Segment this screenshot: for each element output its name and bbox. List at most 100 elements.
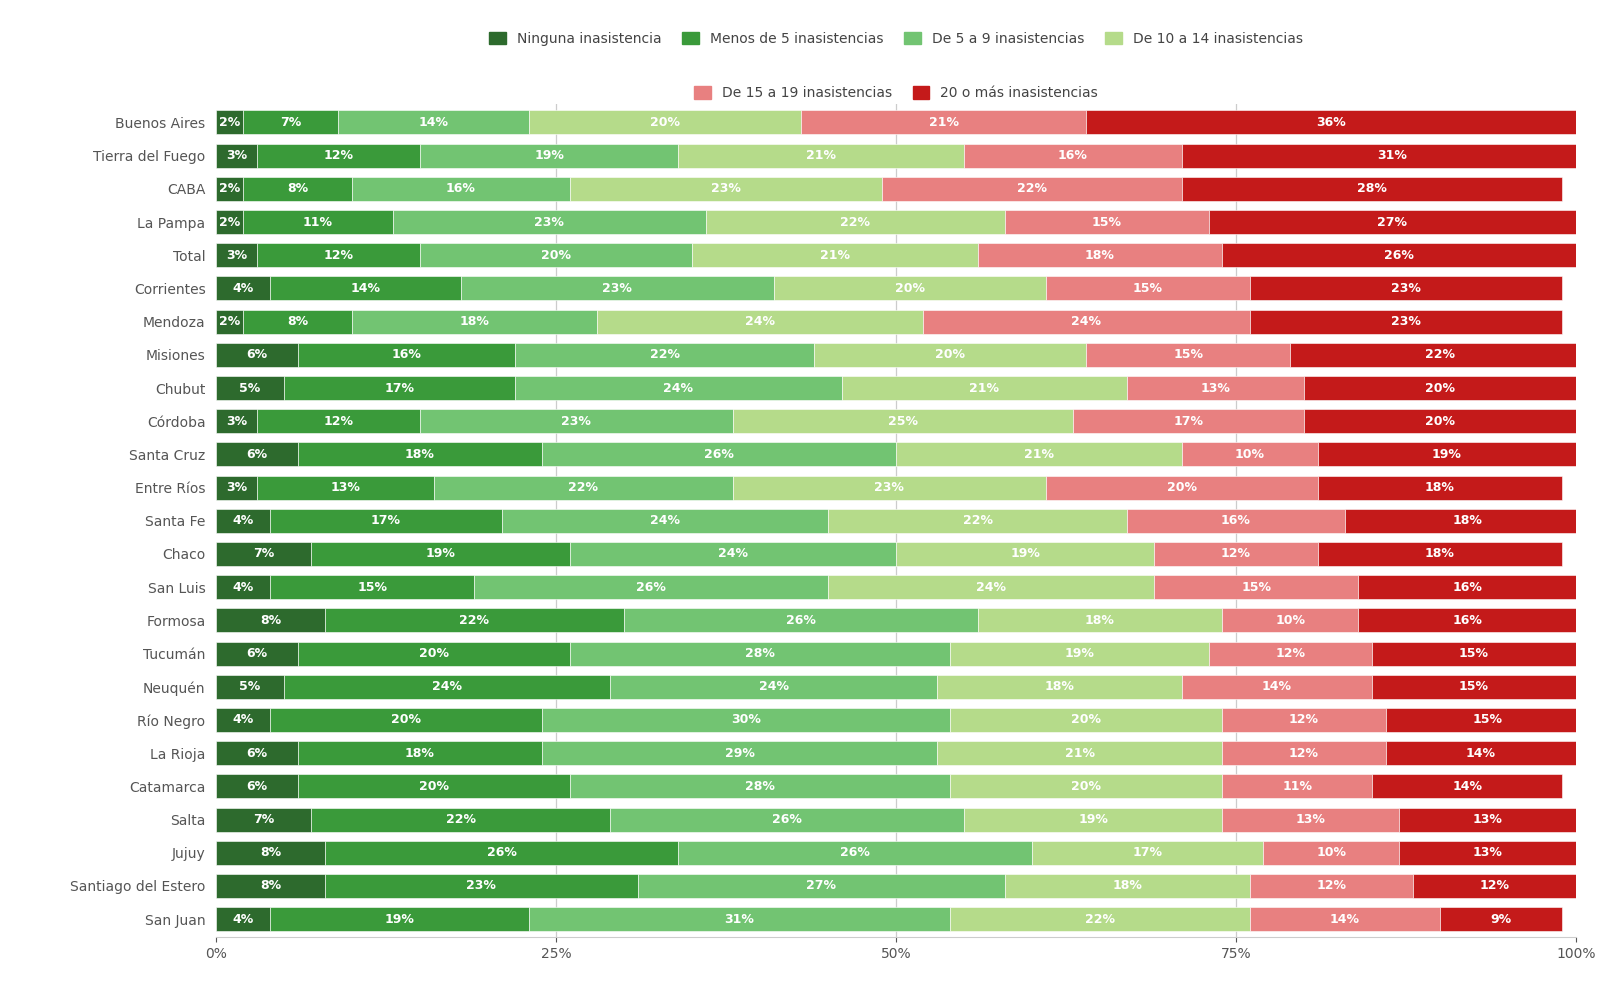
Text: 6%: 6% [246, 647, 267, 660]
Text: 11%: 11% [1282, 780, 1312, 793]
Text: 8%: 8% [259, 880, 282, 893]
Bar [216, 775, 298, 799]
Bar [1250, 277, 1562, 301]
Bar [270, 708, 542, 732]
Text: 24%: 24% [1072, 315, 1101, 328]
Bar [461, 277, 773, 301]
Text: 12%: 12% [323, 149, 354, 162]
Text: 27%: 27% [1378, 215, 1408, 228]
Bar [270, 908, 528, 931]
Bar [678, 144, 963, 168]
Text: 20%: 20% [1072, 713, 1101, 726]
Text: 12%: 12% [1290, 747, 1318, 760]
Bar [1250, 874, 1413, 898]
Bar [298, 741, 542, 765]
Text: 5%: 5% [240, 681, 261, 693]
Text: 28%: 28% [746, 780, 774, 793]
Text: 17%: 17% [371, 514, 402, 528]
Text: 24%: 24% [664, 382, 693, 395]
Text: 23%: 23% [1390, 282, 1421, 295]
Text: 5%: 5% [240, 382, 261, 395]
Bar [963, 144, 1181, 168]
Text: 2%: 2% [219, 116, 240, 129]
Bar [611, 807, 963, 831]
Text: 8%: 8% [286, 315, 309, 328]
Text: 19%: 19% [1010, 548, 1040, 560]
Text: 15%: 15% [357, 580, 387, 593]
Bar [216, 310, 243, 333]
Text: 24%: 24% [758, 681, 789, 693]
Text: 24%: 24% [718, 548, 747, 560]
Text: 10%: 10% [1317, 846, 1346, 859]
Bar [256, 243, 419, 267]
Bar [1032, 841, 1264, 865]
Text: 22%: 22% [446, 813, 475, 826]
Text: 3%: 3% [226, 481, 246, 494]
Text: 16%: 16% [392, 348, 421, 361]
Text: 10%: 10% [1275, 614, 1306, 627]
Text: 15%: 15% [1472, 713, 1502, 726]
Bar [829, 575, 1155, 599]
Text: 19%: 19% [534, 149, 565, 162]
Text: 26%: 26% [486, 846, 517, 859]
Text: 23%: 23% [874, 481, 904, 494]
Text: 22%: 22% [1426, 348, 1454, 361]
Text: 24%: 24% [746, 315, 774, 328]
Bar [542, 708, 950, 732]
Bar [1344, 509, 1589, 533]
Bar [1386, 741, 1576, 765]
Bar [216, 874, 325, 898]
Text: 19%: 19% [1064, 647, 1094, 660]
Text: 36%: 36% [1317, 116, 1346, 129]
Bar [270, 509, 502, 533]
Text: 7%: 7% [253, 813, 274, 826]
Bar [1250, 310, 1562, 333]
Text: 20%: 20% [392, 713, 421, 726]
Bar [624, 608, 978, 632]
Bar [1086, 343, 1291, 367]
Bar [515, 376, 842, 400]
Bar [298, 775, 570, 799]
Text: 26%: 26% [637, 580, 666, 593]
Text: 14%: 14% [1466, 747, 1496, 760]
Text: 6%: 6% [246, 348, 267, 361]
Text: 21%: 21% [928, 116, 958, 129]
Bar [216, 144, 256, 168]
Text: 21%: 21% [819, 249, 850, 262]
Bar [216, 675, 285, 698]
Text: 23%: 23% [710, 183, 741, 195]
Text: 22%: 22% [650, 348, 680, 361]
Bar [950, 642, 1210, 666]
Text: 23%: 23% [534, 215, 565, 228]
Text: 23%: 23% [466, 880, 496, 893]
Bar [938, 675, 1181, 698]
Bar [216, 807, 310, 831]
Bar [243, 110, 339, 134]
Bar [963, 807, 1222, 831]
Bar [216, 642, 298, 666]
Text: 18%: 18% [1085, 614, 1115, 627]
Bar [1358, 608, 1576, 632]
Bar [733, 475, 1046, 500]
Text: 20%: 20% [419, 780, 448, 793]
Bar [1318, 442, 1576, 466]
Text: 27%: 27% [806, 880, 837, 893]
Text: 22%: 22% [568, 481, 598, 494]
Text: 18%: 18% [405, 747, 435, 760]
Text: 14%: 14% [1453, 780, 1482, 793]
Bar [216, 509, 270, 533]
Text: 12%: 12% [1275, 647, 1306, 660]
Text: 24%: 24% [432, 681, 462, 693]
Bar [310, 542, 570, 566]
Text: 14%: 14% [1330, 913, 1360, 926]
Text: 20%: 20% [894, 282, 925, 295]
Bar [256, 475, 434, 500]
Bar [216, 110, 243, 134]
Text: 31%: 31% [725, 913, 755, 926]
Text: 16%: 16% [1453, 614, 1482, 627]
Text: 22%: 22% [459, 614, 490, 627]
Bar [325, 841, 678, 865]
Bar [216, 841, 325, 865]
Text: 20%: 20% [1166, 481, 1197, 494]
Text: 16%: 16% [446, 183, 475, 195]
